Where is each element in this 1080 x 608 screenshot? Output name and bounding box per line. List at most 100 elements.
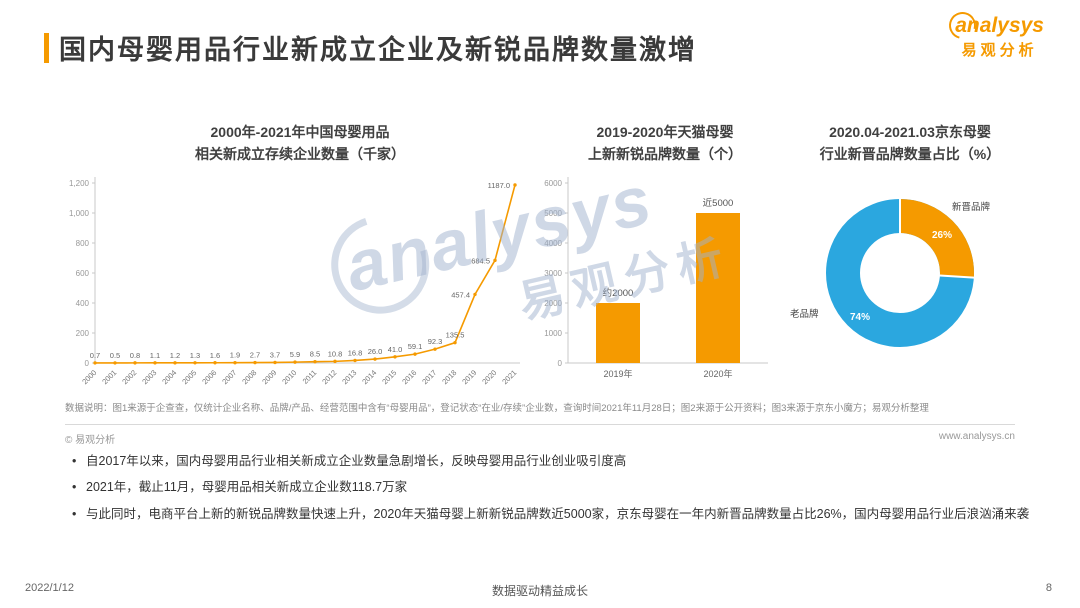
donut-chart: 新晋品牌 26% 老品牌 74%	[790, 197, 991, 347]
svg-text:1,200: 1,200	[69, 179, 90, 188]
svg-text:2016: 2016	[400, 368, 418, 386]
svg-text:2009: 2009	[260, 368, 278, 386]
svg-text:1.9: 1.9	[230, 351, 240, 360]
svg-text:2014: 2014	[360, 368, 378, 386]
svg-text:26.0: 26.0	[368, 347, 383, 356]
svg-text:92.3: 92.3	[428, 337, 443, 346]
svg-text:2005: 2005	[180, 368, 198, 386]
donut-chart-title-line1: 2020.04-2021.03京东母婴	[829, 124, 991, 140]
bullet-item-3: 与此同时，电商平台上新的新锐品牌数量快速上升，2020年天猫母婴上新新锐品牌数近…	[70, 505, 1030, 525]
donut-chart-title: 2020.04-2021.03京东母婴 行业新晋品牌数量占比（%）	[765, 122, 1055, 165]
svg-text:2018: 2018	[440, 368, 458, 386]
bullet-text-1: 自2017年以来，国内母婴用品行业相关新成立企业数量急剧增长，反映母婴用品行业创…	[86, 454, 627, 468]
svg-text:16.8: 16.8	[348, 348, 363, 357]
svg-text:2020: 2020	[480, 368, 498, 386]
donut-chart-title-line2: 行业新晋品牌数量占比（%）	[819, 145, 1001, 162]
svg-text:684.5: 684.5	[471, 256, 490, 265]
svg-text:2015: 2015	[380, 368, 398, 386]
svg-text:新晋品牌: 新晋品牌	[952, 201, 991, 213]
svg-text:0.7: 0.7	[90, 351, 100, 360]
svg-text:59.1: 59.1	[408, 342, 423, 351]
svg-text:2004: 2004	[160, 368, 178, 386]
svg-text:2001: 2001	[100, 368, 118, 386]
page-header: 国内母婴用品行业新成立企业及新锐品牌数量激增	[44, 28, 697, 67]
svg-text:200: 200	[76, 329, 90, 338]
svg-text:4000: 4000	[544, 239, 562, 248]
logo-brand-name: analysys	[955, 14, 1044, 37]
page-number: 8	[1045, 582, 1052, 594]
svg-text:2003: 2003	[140, 368, 158, 386]
bar-chart-title-line1: 2019-2020年天猫母婴	[596, 124, 734, 140]
svg-text:0.5: 0.5	[110, 351, 120, 360]
svg-text:1.6: 1.6	[210, 351, 220, 360]
copyright-text: © 易观分析	[65, 435, 116, 446]
insight-bullets: 自2017年以来，国内母婴用品行业相关新成立企业数量急剧增长，反映母婴用品行业创…	[70, 452, 1030, 531]
svg-text:41.0: 41.0	[388, 345, 403, 354]
bullet-text-2: 2021年，截止11月，母婴用品相关新成立企业数118.7万家	[86, 480, 408, 495]
svg-text:457.4: 457.4	[451, 290, 470, 299]
footer-slogan: 数据驱动精益成长	[491, 584, 588, 598]
svg-text:74%: 74%	[850, 312, 870, 323]
svg-text:近5000: 近5000	[703, 197, 734, 209]
page-footer: 2022/1/12 数据驱动精益成长 8	[0, 582, 1080, 598]
svg-text:400: 400	[76, 299, 90, 308]
svg-text:2000: 2000	[80, 368, 98, 386]
footer-date: 2022/1/12	[25, 582, 74, 594]
svg-text:2020年: 2020年	[703, 368, 732, 379]
svg-text:135.5: 135.5	[446, 331, 465, 340]
svg-text:1,000: 1,000	[69, 209, 90, 218]
bullet-text-3: 与此同时，电商平台上新的新锐品牌数量快速上升，2020年天猫母婴上新新锐品牌数近…	[86, 506, 1030, 521]
svg-text:5.9: 5.9	[290, 350, 300, 359]
svg-text:约2000: 约2000	[603, 287, 634, 299]
svg-text:2011: 2011	[301, 368, 319, 386]
line-chart-title: 2000年-2021年中国母婴用品 相关新成立存续企业数量（千家）	[110, 122, 490, 165]
copyright-row: © 易观分析 www.analysys.cn	[65, 431, 1015, 446]
svg-text:1000: 1000	[544, 329, 562, 338]
svg-text:2012: 2012	[320, 368, 338, 386]
divider	[65, 424, 1015, 425]
bullet-item-2: 2021年，截止11月，母婴用品相关新成立企业数118.7万家	[70, 478, 1030, 498]
svg-text:6000: 6000	[544, 179, 562, 188]
svg-text:2021: 2021	[500, 368, 518, 386]
title-accent-bar	[44, 32, 49, 63]
logo-wordmark: analysys	[944, 7, 1044, 44]
svg-text:2008: 2008	[240, 368, 258, 386]
svg-text:1.3: 1.3	[190, 351, 200, 360]
svg-text:10.8: 10.8	[328, 349, 343, 358]
svg-text:3000: 3000	[544, 269, 562, 278]
svg-text:2002: 2002	[120, 368, 138, 386]
svg-text:2010: 2010	[280, 368, 298, 386]
bar-chart-title: 2019-2020年天猫母婴 上新新锐品牌数量（个）	[545, 122, 785, 165]
svg-text:5000: 5000	[544, 209, 562, 218]
svg-text:老品牌: 老品牌	[790, 308, 819, 320]
svg-text:0: 0	[558, 359, 563, 368]
website-link[interactable]: www.analysys.cn	[938, 431, 1015, 442]
svg-text:2017: 2017	[420, 368, 438, 386]
svg-text:3.7: 3.7	[270, 350, 280, 359]
bullet-item-1: 自2017年以来，国内母婴用品行业相关新成立企业数量急剧增长，反映母婴用品行业创…	[70, 452, 1030, 472]
page-title: 国内母婴用品行业新成立企业及新锐品牌数量激增	[59, 35, 697, 65]
line-chart-title-line1: 2000年-2021年中国母婴用品	[210, 124, 390, 140]
logo-brand-name-cn: 易观分析	[961, 42, 1038, 59]
svg-text:26%: 26%	[932, 230, 952, 241]
svg-text:0: 0	[85, 359, 90, 368]
brand-logo: analysys 易观分析	[944, 7, 1044, 60]
bar-chart-title-line2: 上新新锐品牌数量（个）	[588, 145, 742, 162]
bar-chart: 0 1000 2000 3000 4000 5000 6000 约2000 2019年 近5000…	[544, 177, 768, 379]
svg-text:600: 600	[76, 269, 90, 278]
svg-text:1.2: 1.2	[170, 351, 180, 360]
line-chart-title-line2: 相关新成立存续企业数量（千家）	[195, 145, 405, 162]
svg-text:2006: 2006	[200, 368, 218, 386]
svg-text:2019: 2019	[460, 368, 478, 386]
svg-text:2007: 2007	[220, 368, 238, 386]
svg-text:2019年: 2019年	[603, 368, 632, 379]
svg-text:800: 800	[76, 239, 90, 248]
svg-text:1.1: 1.1	[150, 351, 160, 360]
data-source-note: 数据说明：图1来源于企查查，仅统计企业名称、品牌/产品、经营范围中含有“母婴用品…	[65, 403, 929, 414]
svg-text:8.5: 8.5	[310, 350, 320, 359]
svg-text:2.7: 2.7	[250, 351, 260, 360]
svg-text:1187.0: 1187.0	[488, 181, 510, 190]
svg-text:2013: 2013	[340, 368, 358, 386]
